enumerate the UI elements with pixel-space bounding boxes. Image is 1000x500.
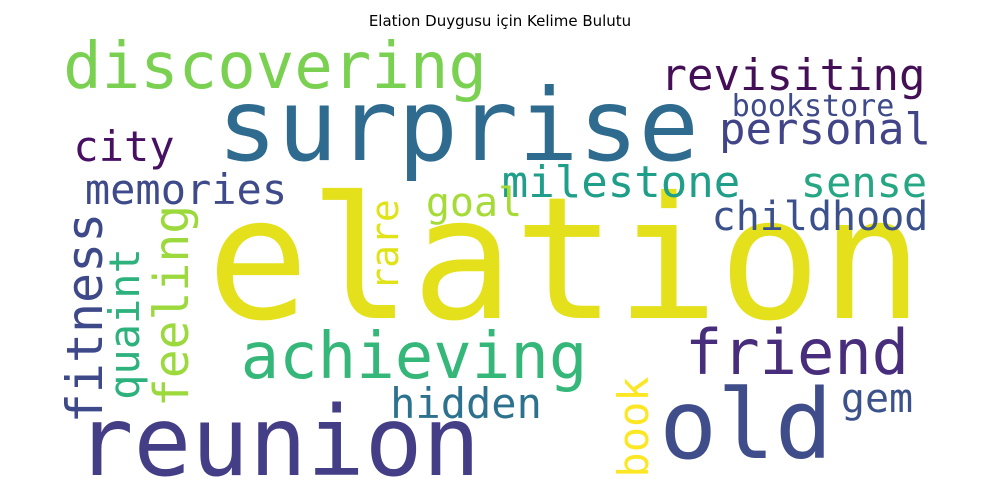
word-milestone: milestone <box>502 157 740 208</box>
word-elation: elation <box>207 161 923 359</box>
word-feeling: feeling <box>144 205 200 407</box>
word-book: book <box>609 376 658 477</box>
word-rare: rare <box>363 199 407 291</box>
word-gem: gem <box>841 376 913 422</box>
word-hidden: hidden <box>390 379 542 428</box>
word-sense: sense <box>801 158 927 207</box>
word-city: city <box>73 122 174 171</box>
word-achieving: achieving <box>241 320 588 394</box>
chart-title: Elation Duygusu için Kelime Bulutu <box>368 12 632 30</box>
word-childhood: childhood <box>712 194 929 240</box>
word-discovering: discovering <box>63 30 487 104</box>
word-reunion: reunion <box>76 386 481 498</box>
word-quaint: quaint <box>100 248 149 400</box>
word-revisiting: revisiting <box>661 50 926 101</box>
word-friend: friend <box>685 316 909 389</box>
word-personal: personal <box>719 104 931 155</box>
word-surprise: surprise <box>217 67 699 184</box>
word-memories: memories <box>85 165 287 214</box>
word-fitness: fitness <box>56 213 114 424</box>
word-goal: goal <box>426 180 522 226</box>
word-old: old <box>659 369 832 481</box>
word-bookstore: bookstore <box>732 89 895 124</box>
